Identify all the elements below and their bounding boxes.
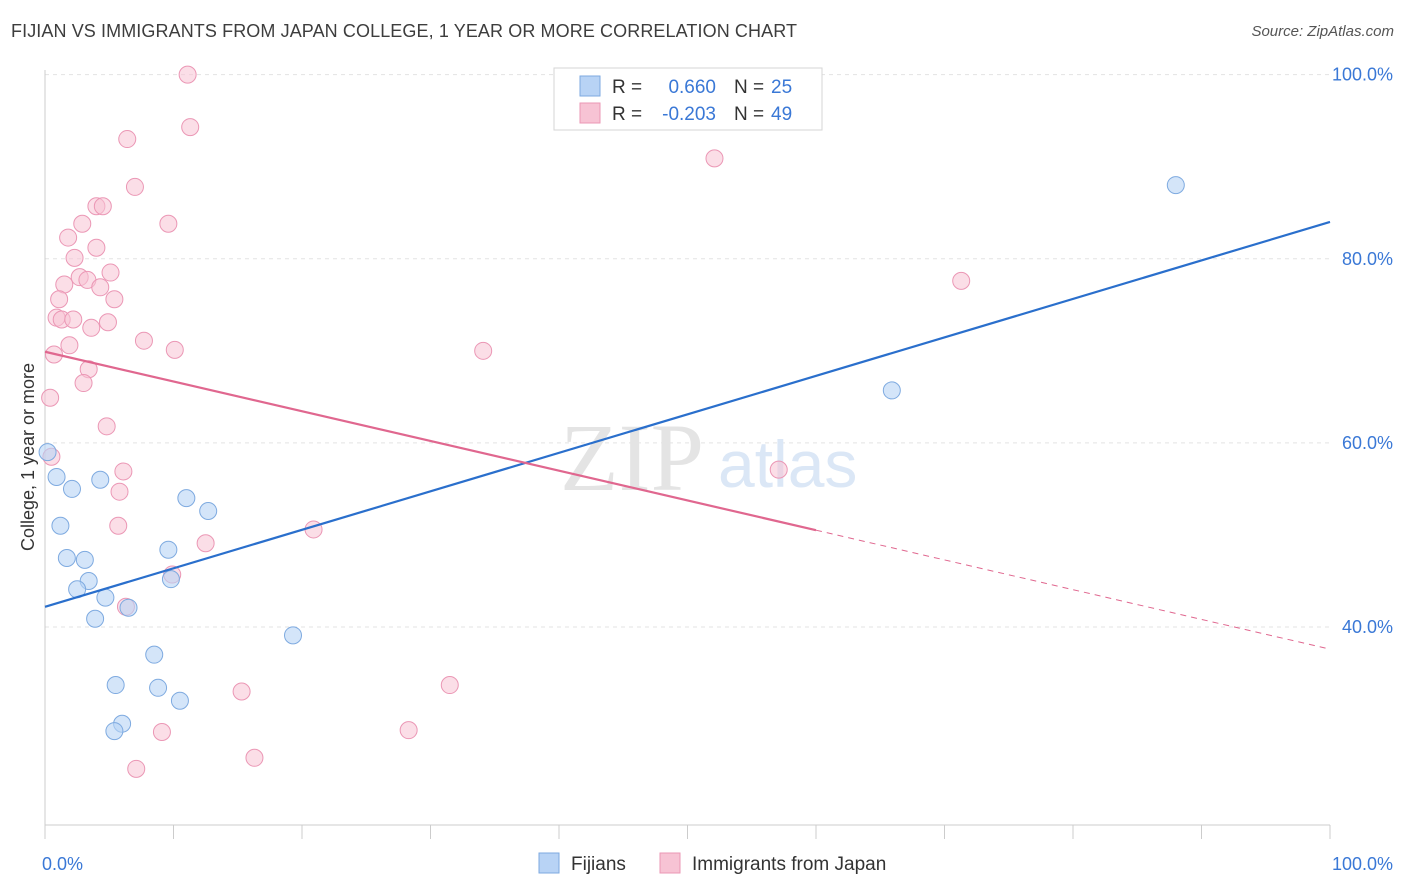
japan-point bbox=[952, 271, 971, 290]
legend-r-label: R = bbox=[612, 77, 642, 98]
japan-point bbox=[134, 331, 153, 350]
x-tick-label: 0.0% bbox=[42, 854, 83, 874]
japan-point bbox=[60, 336, 79, 355]
japan-point bbox=[109, 516, 128, 535]
y-axis-label: College, 1 year or more bbox=[18, 363, 38, 551]
japan-trendline bbox=[44, 350, 817, 532]
japan-point bbox=[50, 290, 69, 309]
fijians-point bbox=[170, 691, 189, 710]
fijians-point bbox=[159, 540, 178, 559]
legend-swatch-japan bbox=[579, 102, 601, 124]
japan-point bbox=[181, 118, 200, 137]
japan-trendline-extension bbox=[815, 529, 1331, 650]
japan-point bbox=[41, 388, 60, 407]
legend-r-value: 0.660 bbox=[668, 77, 716, 98]
japan-point bbox=[245, 748, 264, 767]
japan-point bbox=[127, 759, 146, 778]
japan-point bbox=[159, 214, 178, 233]
fijians-point bbox=[38, 443, 57, 462]
japan-point bbox=[440, 676, 459, 695]
y-tick-label: 100.0% bbox=[1332, 65, 1393, 85]
japan-point bbox=[93, 197, 112, 216]
fijians-point bbox=[75, 550, 94, 569]
fijians-point bbox=[145, 645, 164, 664]
fijians-point bbox=[106, 676, 125, 695]
fijians-trendline bbox=[44, 220, 1331, 608]
fijians-point bbox=[177, 489, 196, 508]
japan-point bbox=[165, 340, 184, 359]
chart-source: Source: ZipAtlas.com bbox=[1251, 23, 1394, 40]
japan-point bbox=[178, 65, 197, 84]
legend-swatch-fijians bbox=[579, 75, 601, 97]
fijians-point bbox=[161, 570, 180, 589]
fijians-point bbox=[91, 470, 110, 489]
bottom-legend-fijians: Fijians bbox=[571, 854, 626, 875]
japan-point bbox=[65, 248, 84, 267]
fijians-point bbox=[47, 467, 66, 486]
y-tick-label: 80.0% bbox=[1342, 249, 1393, 269]
japan-point bbox=[105, 290, 124, 309]
japan-point bbox=[64, 310, 83, 329]
fijians-point bbox=[119, 598, 138, 617]
fijians-point bbox=[199, 502, 218, 521]
fijians-point bbox=[284, 626, 303, 645]
japan-point bbox=[474, 341, 493, 360]
japan-point bbox=[59, 228, 78, 247]
y-tick-label: 60.0% bbox=[1342, 433, 1393, 453]
japan-point bbox=[196, 534, 215, 553]
japan-point bbox=[87, 238, 106, 257]
japan-point bbox=[769, 460, 788, 479]
fijians-point bbox=[96, 588, 115, 607]
watermark-atlas: atlas bbox=[718, 427, 857, 501]
fijians-point bbox=[105, 722, 124, 741]
bottom-legend-swatch-japan bbox=[659, 852, 681, 874]
fijians-point bbox=[86, 609, 105, 628]
legend-n-label: N = bbox=[734, 77, 764, 98]
japan-point bbox=[125, 177, 144, 196]
x-tick-label: 100.0% bbox=[1332, 854, 1393, 874]
japan-point bbox=[152, 723, 171, 742]
japan-point bbox=[399, 721, 418, 740]
chart-title: FIJIAN VS IMMIGRANTS FROM JAPAN COLLEGE,… bbox=[11, 21, 798, 41]
japan-point bbox=[110, 482, 129, 501]
japan-point bbox=[74, 374, 93, 393]
japan-point bbox=[82, 318, 101, 337]
bottom-legend-swatch-fijians bbox=[538, 852, 560, 874]
japan-point bbox=[232, 682, 251, 701]
legend-n-value: 49 bbox=[771, 104, 792, 125]
fijians-point bbox=[51, 516, 70, 535]
japan-point bbox=[101, 263, 120, 282]
japan-point bbox=[91, 278, 110, 297]
japan-point bbox=[705, 149, 724, 168]
japan-point bbox=[98, 313, 117, 332]
fijians-point bbox=[1166, 176, 1185, 195]
legend-n-value: 25 bbox=[771, 77, 792, 98]
legend-n-label: N = bbox=[734, 104, 764, 125]
legend-r-value: -0.203 bbox=[662, 104, 716, 125]
japan-point bbox=[118, 130, 137, 149]
japan-point bbox=[97, 417, 116, 436]
fijians-point bbox=[62, 479, 81, 498]
y-tick-label: 40.0% bbox=[1342, 617, 1393, 637]
fijians-point bbox=[149, 678, 168, 697]
japan-point bbox=[114, 462, 133, 481]
bottom-legend-japan: Immigrants from Japan bbox=[692, 854, 886, 875]
fijians-point bbox=[57, 548, 76, 567]
japan-point bbox=[73, 214, 92, 233]
watermark-zip: ZIP bbox=[560, 404, 704, 511]
legend-r-label: R = bbox=[612, 104, 642, 125]
fijians-point bbox=[882, 381, 901, 400]
